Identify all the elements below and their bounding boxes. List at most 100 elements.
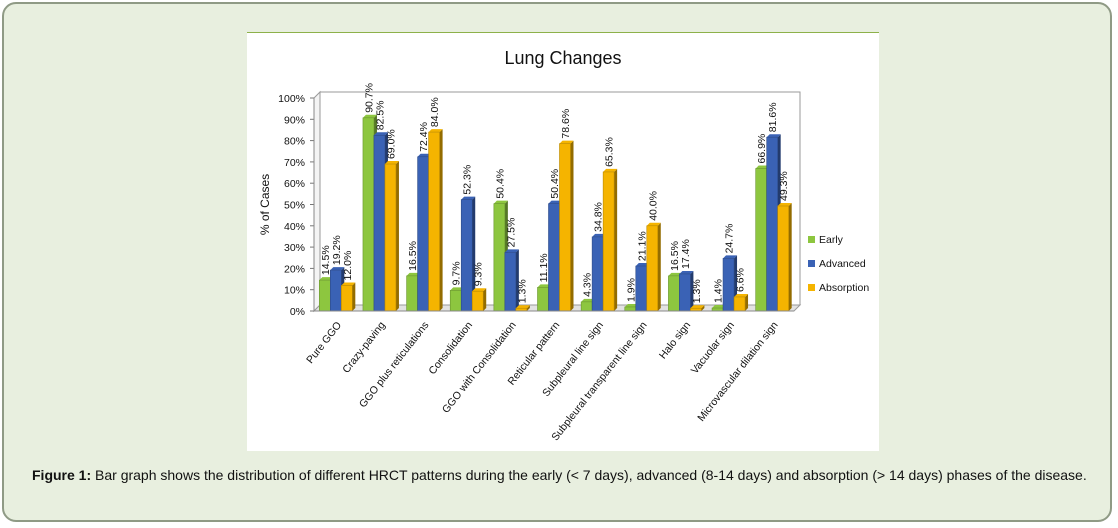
bar xyxy=(733,296,746,312)
bar-top xyxy=(428,129,443,133)
bar xyxy=(460,199,473,312)
bar-top xyxy=(766,134,781,138)
bar-side xyxy=(439,129,443,311)
bar-top xyxy=(362,114,377,118)
bar-top xyxy=(493,200,508,204)
bar-top xyxy=(472,288,487,292)
bar-top xyxy=(450,287,465,291)
bar xyxy=(580,301,593,312)
bar xyxy=(537,287,549,312)
figure-panel: Lung Changes 0% 10% 20% 30% 40% 50% 60% 70% 80% 90… xyxy=(2,2,1112,522)
bar xyxy=(559,143,571,312)
data-label: 17.4% xyxy=(680,239,692,269)
data-label: 11.1% xyxy=(538,253,550,282)
data-label: 82.5% xyxy=(374,100,386,130)
bar-side xyxy=(395,161,399,311)
bar xyxy=(646,225,659,312)
category-label: Pure GGO xyxy=(304,319,344,365)
data-label: 21.1% xyxy=(636,231,648,261)
bar-side xyxy=(515,249,519,311)
bar-chart: Lung Changes 0% 10% 20% 30% 40% 50% 60% 70% 80% 90… xyxy=(258,48,869,443)
bar xyxy=(548,203,560,312)
bar xyxy=(330,269,342,312)
category-label: Vacuolar sign xyxy=(689,319,737,376)
bar-top xyxy=(515,305,530,309)
category-label: Crazy-paving xyxy=(340,319,388,375)
y-tick-label: 50% xyxy=(284,200,305,212)
bar xyxy=(341,285,353,312)
bar xyxy=(679,273,691,312)
bar xyxy=(722,258,735,312)
category-label: Halo sign xyxy=(657,319,694,361)
legend-swatch xyxy=(808,284,815,291)
y-tick-label: 70% xyxy=(284,157,305,169)
bar-side xyxy=(788,202,792,311)
bar xyxy=(766,136,778,312)
data-label: 12.0% xyxy=(342,251,354,281)
category-label: Consolidation xyxy=(426,319,475,377)
data-label: 52.3% xyxy=(462,165,474,195)
caption-label: Figure 1: xyxy=(32,467,92,483)
data-label: 78.6% xyxy=(560,109,572,139)
data-label: 1.9% xyxy=(625,278,637,302)
data-label: 81.6% xyxy=(767,102,779,132)
bar-side xyxy=(614,168,618,311)
legend-label: Advanced xyxy=(819,258,866,270)
data-label: 14.5% xyxy=(320,245,332,275)
data-label: 1.3% xyxy=(691,279,703,303)
bar-top xyxy=(723,255,738,259)
bar xyxy=(384,163,397,312)
data-label: 1.3% xyxy=(516,279,528,303)
bar xyxy=(624,306,637,312)
bar-top xyxy=(690,305,705,309)
data-label: 16.5% xyxy=(669,241,681,271)
bar xyxy=(319,279,331,312)
bar xyxy=(602,171,615,312)
bar-side xyxy=(657,222,661,311)
figure-caption: Figure 1: Bar graph shows the distributi… xyxy=(32,466,1092,485)
y-tick-label: 10% xyxy=(284,285,305,297)
data-label: 84.0% xyxy=(429,97,441,127)
bar-top xyxy=(624,303,639,307)
data-label: 40.0% xyxy=(647,191,659,221)
y-tick-label: 40% xyxy=(284,221,305,233)
bar-top xyxy=(319,277,334,281)
side-wall xyxy=(313,90,321,313)
bar-side xyxy=(570,140,574,311)
data-label: 69.0% xyxy=(385,129,397,159)
bar-top xyxy=(734,293,749,297)
bar-top xyxy=(603,168,618,172)
chart-container: Lung Changes 0% 10% 20% 30% 40% 50% 60% 70% 80% 90… xyxy=(247,32,879,451)
data-label: 66.9% xyxy=(756,134,768,164)
data-label: 6.6% xyxy=(735,268,747,292)
bar-top xyxy=(548,200,563,204)
bar xyxy=(504,252,517,312)
bar-top xyxy=(592,233,607,237)
data-label: 50.4% xyxy=(549,169,561,199)
bar xyxy=(668,275,680,312)
data-label: 65.3% xyxy=(604,137,616,167)
legend-swatch xyxy=(808,260,815,267)
bar-top xyxy=(330,267,345,271)
bar-top xyxy=(755,165,770,169)
bar-top xyxy=(384,161,399,165)
bar xyxy=(591,236,604,312)
bar-side xyxy=(690,270,694,311)
bar-top xyxy=(679,270,694,274)
bar-side xyxy=(483,288,487,311)
bar-top xyxy=(712,305,727,309)
data-label: 16.5% xyxy=(407,241,419,271)
legend-label: Early xyxy=(819,234,844,246)
y-tick-label: 90% xyxy=(284,114,305,126)
bar xyxy=(777,205,789,312)
bar-top xyxy=(461,196,476,200)
y-axis-title: % of Cases xyxy=(258,174,272,235)
bar-top xyxy=(777,202,792,206)
bar xyxy=(755,168,767,312)
bar-top xyxy=(417,153,432,157)
y-tick-label: 20% xyxy=(284,263,305,275)
bar xyxy=(449,290,462,312)
data-label: 27.5% xyxy=(505,218,517,248)
bar xyxy=(428,131,440,312)
data-label: 9.7% xyxy=(451,261,463,285)
